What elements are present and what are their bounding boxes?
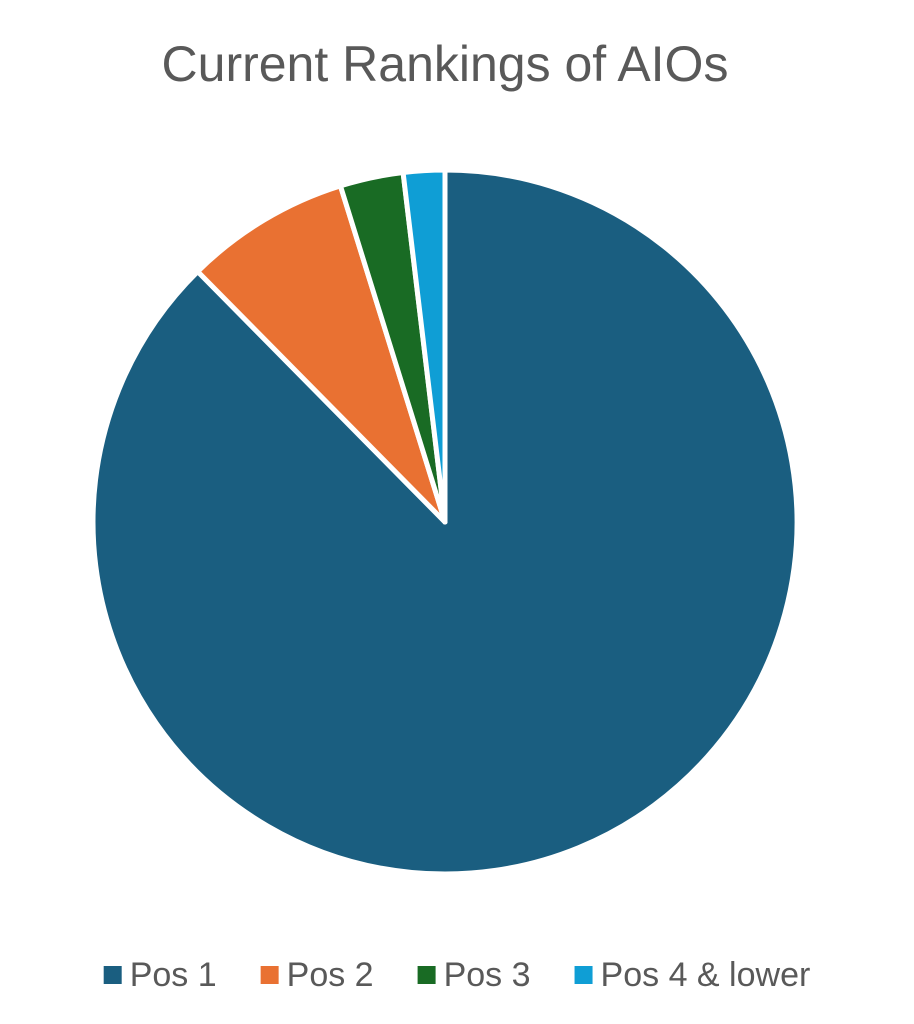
legend-swatch <box>417 966 436 984</box>
pie <box>90 167 800 877</box>
legend-label: Pos 4 & lower <box>601 956 811 994</box>
legend-swatch <box>260 966 279 984</box>
pie-slice <box>400 167 448 525</box>
legend-label: Pos 3 <box>444 956 531 994</box>
chart-title: Current Rankings of AIOs <box>162 36 729 92</box>
legend-swatch <box>574 966 593 984</box>
legend: Pos 1 Pos 2 Pos 3 Pos 4 & lower <box>103 956 811 994</box>
legend-label: Pos 2 <box>287 956 374 994</box>
legend-swatch <box>103 966 122 984</box>
legend-label: Pos 1 <box>130 956 217 994</box>
pie-slice <box>195 183 448 525</box>
